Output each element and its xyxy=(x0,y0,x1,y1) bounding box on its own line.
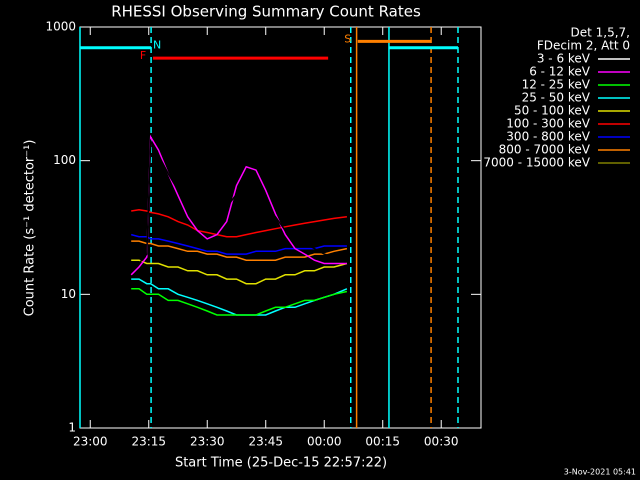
flag-label: N xyxy=(153,39,161,52)
legend-header: Det 1,5,7, xyxy=(571,26,631,40)
x-tick-label: 23:45 xyxy=(248,435,283,449)
legend-label: 800 - 7000 keV xyxy=(499,143,591,157)
legend-header: FDecim 2, Att 0 xyxy=(537,39,630,53)
series-line xyxy=(131,240,348,261)
series-line xyxy=(130,134,347,276)
series-line xyxy=(131,278,348,316)
flag-label: F xyxy=(140,49,146,62)
series-line xyxy=(131,259,348,285)
chart-title: RHESSI Observing Summary Count Rates xyxy=(111,3,421,21)
series-line xyxy=(131,233,347,255)
y-tick-label: 10 xyxy=(61,287,76,301)
legend-label: 100 - 300 keV xyxy=(506,117,590,131)
x-tick-label: 23:15 xyxy=(131,435,166,449)
y-tick-label: 100 xyxy=(53,153,76,167)
legend-label: 25 - 50 keV xyxy=(522,91,591,105)
flag-label: S xyxy=(344,32,351,45)
series-line xyxy=(131,288,348,316)
legend-label: 300 - 800 keV xyxy=(506,130,590,144)
x-tick-label: 23:30 xyxy=(190,435,225,449)
footer: 3-Nov-2021 05:41 xyxy=(564,468,636,477)
series-line xyxy=(130,138,348,272)
y-tick-label: 1000 xyxy=(45,20,76,34)
x-tick-label: 00:15 xyxy=(365,435,400,449)
x-axis-label: Start Time (25-Dec-15 22:57:22) xyxy=(175,456,387,471)
x-tick-label: 23:00 xyxy=(73,435,108,449)
legend-label: 50 - 100 keV xyxy=(514,104,591,118)
y-tick-label: 1 xyxy=(68,421,76,435)
series-line xyxy=(131,208,347,238)
legend-label: 6 - 12 keV xyxy=(529,65,591,79)
legend-label: 3 - 6 keV xyxy=(537,52,591,66)
legend-label: 12 - 25 keV xyxy=(522,78,591,92)
x-tick-label: 00:00 xyxy=(307,435,342,449)
y-axis-label: Count Rate (s⁻¹ detector⁻¹) xyxy=(23,140,38,317)
legend-label: 7000 - 15000 keV xyxy=(483,156,590,170)
x-tick-label: 00:30 xyxy=(424,435,459,449)
